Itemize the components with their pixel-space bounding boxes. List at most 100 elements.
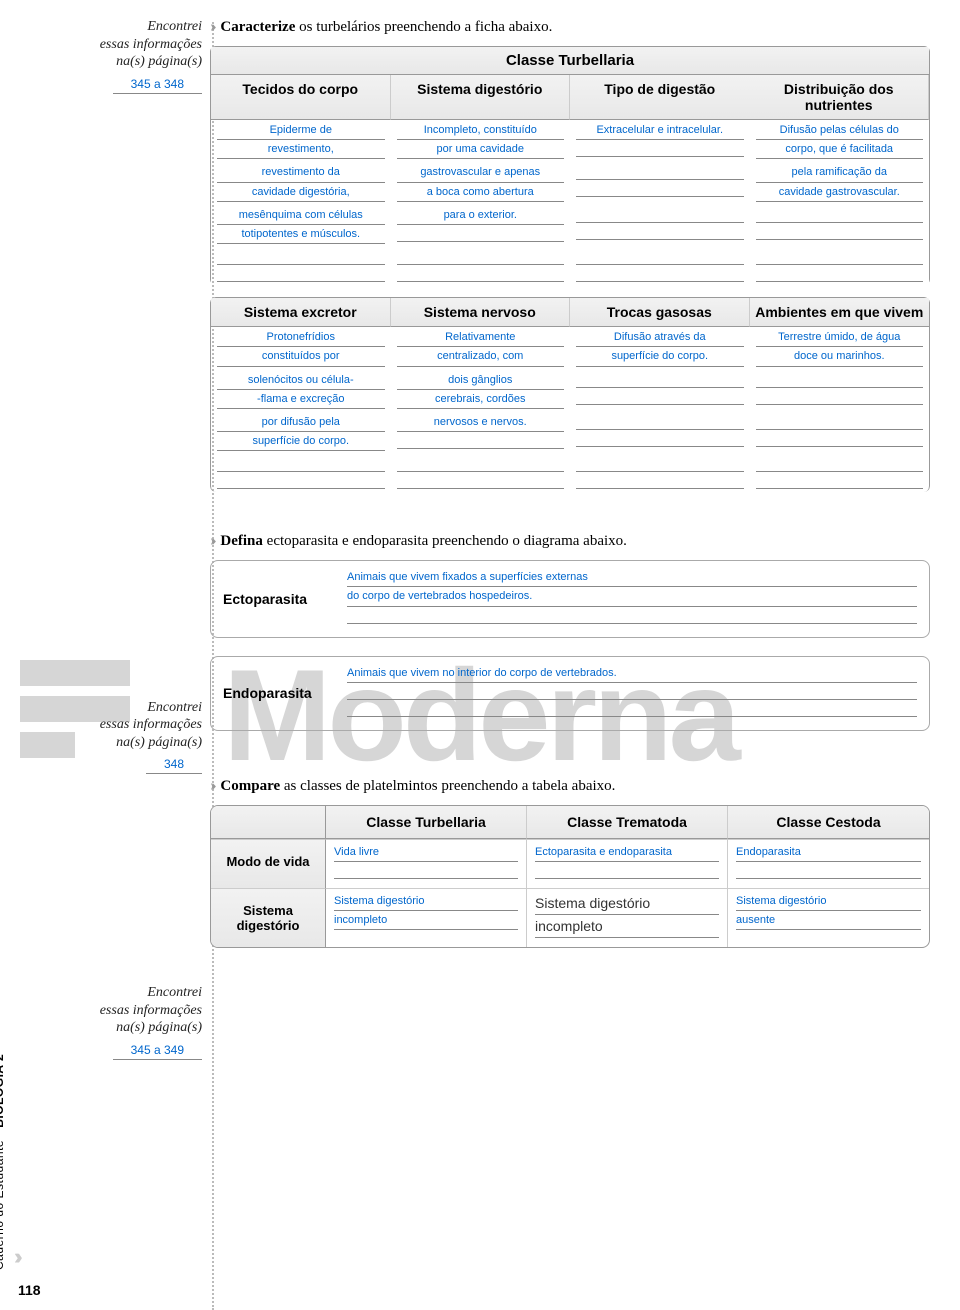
encontrei-text: Encontreiessas informaçõesna(s) página(s… [18,18,202,71]
blank-line [217,458,385,472]
answer-line: incompleto [334,914,518,930]
answer-line [347,703,917,717]
col-header: Distribuição dos nutrientes [750,75,930,120]
answer-line [756,391,924,405]
answer-line [576,416,744,430]
prefilled-line: incompleto [535,918,719,938]
col-header: Sistema digestório [391,75,571,120]
answer-line: nervosos e nervos. [397,416,565,432]
answer-line: Difusão através da [576,331,744,347]
col-header: Tecidos do corpo [211,75,391,120]
answer-line: gastrovascular e apenas [397,166,565,182]
answer-line: Epiderme de [217,124,385,140]
answer-line: Incompleto, constituído [397,124,565,140]
answer-line: Terrestre úmido, de água [756,331,924,347]
task3-title: ›› Compare as classes de platelmintos pr… [210,777,930,795]
page-ref-1: 345 a 348 [113,77,202,94]
answer-line: Ectoparasita e endoparasita [535,846,719,862]
turbellaria-table-2: Sistema excretor Sistema nervoso Trocas … [210,297,930,492]
answer-line [397,435,565,449]
page-ref-2: 348 [146,757,202,774]
encontrei-block-3: Encontreiessas informaçõesna(s) página(s… [18,984,202,1060]
answer-line [347,610,917,624]
answer-line: ausente [736,914,921,930]
endoparasita-box: Endoparasita Animais que vivem no interi… [210,656,930,731]
task1-title: ›› Caracterize os turbelários preenchend… [210,18,930,36]
blank-line [397,268,565,282]
ecto-label: Ectoparasita [223,591,333,607]
blank-line [756,268,924,282]
prefilled-line: Sistema digestório [535,895,719,915]
task2-title: ›› Defina ectoparasita e endoparasita pr… [210,532,930,550]
answer-line: superfície do corpo. [217,435,385,451]
answer-line [347,686,917,700]
blank-line [576,268,744,282]
answer-line: dois gânglios [397,374,565,390]
col-header: Classe Turbellaria [326,806,527,839]
answer-line [576,374,744,388]
row-header: Sistema digestório [211,888,326,947]
answer-line [576,226,744,240]
answer-line [334,865,518,879]
answer-line: Sistema digestório [334,895,518,911]
blank-line [397,458,565,472]
answer-line: mesênquima com células [217,209,385,225]
blank-line [217,475,385,489]
chevron-icon: ›› [210,18,213,36]
answer-line: Sistema digestório [736,895,921,911]
answer-line: Animais que vivem fixados a superfícies … [347,571,917,587]
answer-line: totipotentes e músculos. [217,228,385,244]
answer-line: Animais que vivem no interior do corpo d… [347,667,917,683]
answer-line: cerebrais, cordões [397,393,565,409]
endo-label: Endoparasita [223,685,333,701]
answer-line [736,865,921,879]
answer-line [756,416,924,430]
col-header: Ambientes em que vivem [750,298,930,327]
answer-line [576,166,744,180]
answer-line: por difusão pela [217,416,385,432]
col-header: Classe Trematoda [527,806,728,839]
page-ref-3: 345 a 349 [113,1043,202,1060]
answer-line [756,226,924,240]
blank-line [217,251,385,265]
answer-line: do corpo de vertebrados hospedeiros. [347,590,917,606]
col-header: Tipo de digestão [570,75,750,120]
col-header: Trocas gasosas [570,298,750,327]
answer-line [576,183,744,197]
table-title: Classe Turbellaria [211,46,929,75]
answer-line [576,433,744,447]
blank-line [217,268,385,282]
answer-line: por uma cavidade [397,143,565,159]
blank-line [397,251,565,265]
answer-line: Vida livre [334,846,518,862]
col-header: Classe Cestoda [728,806,929,839]
answer-line: corpo, que é facilitada [756,143,924,159]
compare-table: Classe Turbellaria Classe Trematoda Clas… [210,805,930,948]
answer-line: Protonefrídios [217,331,385,347]
answer-line: superfície do corpo. [576,350,744,366]
answer-line: revestimento, [217,143,385,159]
answer-line [756,374,924,388]
answer-line: pela ramificação da [756,166,924,182]
answer-line: doce ou marinhos. [756,350,924,366]
answer-line: Relativamente [397,331,565,347]
answer-line: revestimento da [217,166,385,182]
chevron-icon: ›› [210,777,213,795]
row-header: Modo de vida [211,839,326,888]
chevron-icon: ›› [210,532,213,550]
ectoparasita-box: Ectoparasita Animais que vivem fixados a… [210,560,930,637]
answer-line [756,433,924,447]
answer-line: para o exterior. [397,209,565,225]
blank-line [576,475,744,489]
blank-line [576,251,744,265]
answer-line [535,865,719,879]
encontrei-text: Encontreiessas informaçõesna(s) página(s… [18,699,202,752]
answer-line: cavidade digestória, [217,186,385,202]
answer-line: -flama e excreção [217,393,385,409]
turbellaria-table-1: Classe Turbellaria Tecidos do corpo Sist… [210,46,930,285]
answer-line: Endoparasita [736,846,921,862]
blank-line [756,458,924,472]
answer-line: cavidade gastrovascular. [756,186,924,202]
blank-line [576,458,744,472]
encontrei-text: Encontreiessas informaçõesna(s) página(s… [18,984,202,1037]
